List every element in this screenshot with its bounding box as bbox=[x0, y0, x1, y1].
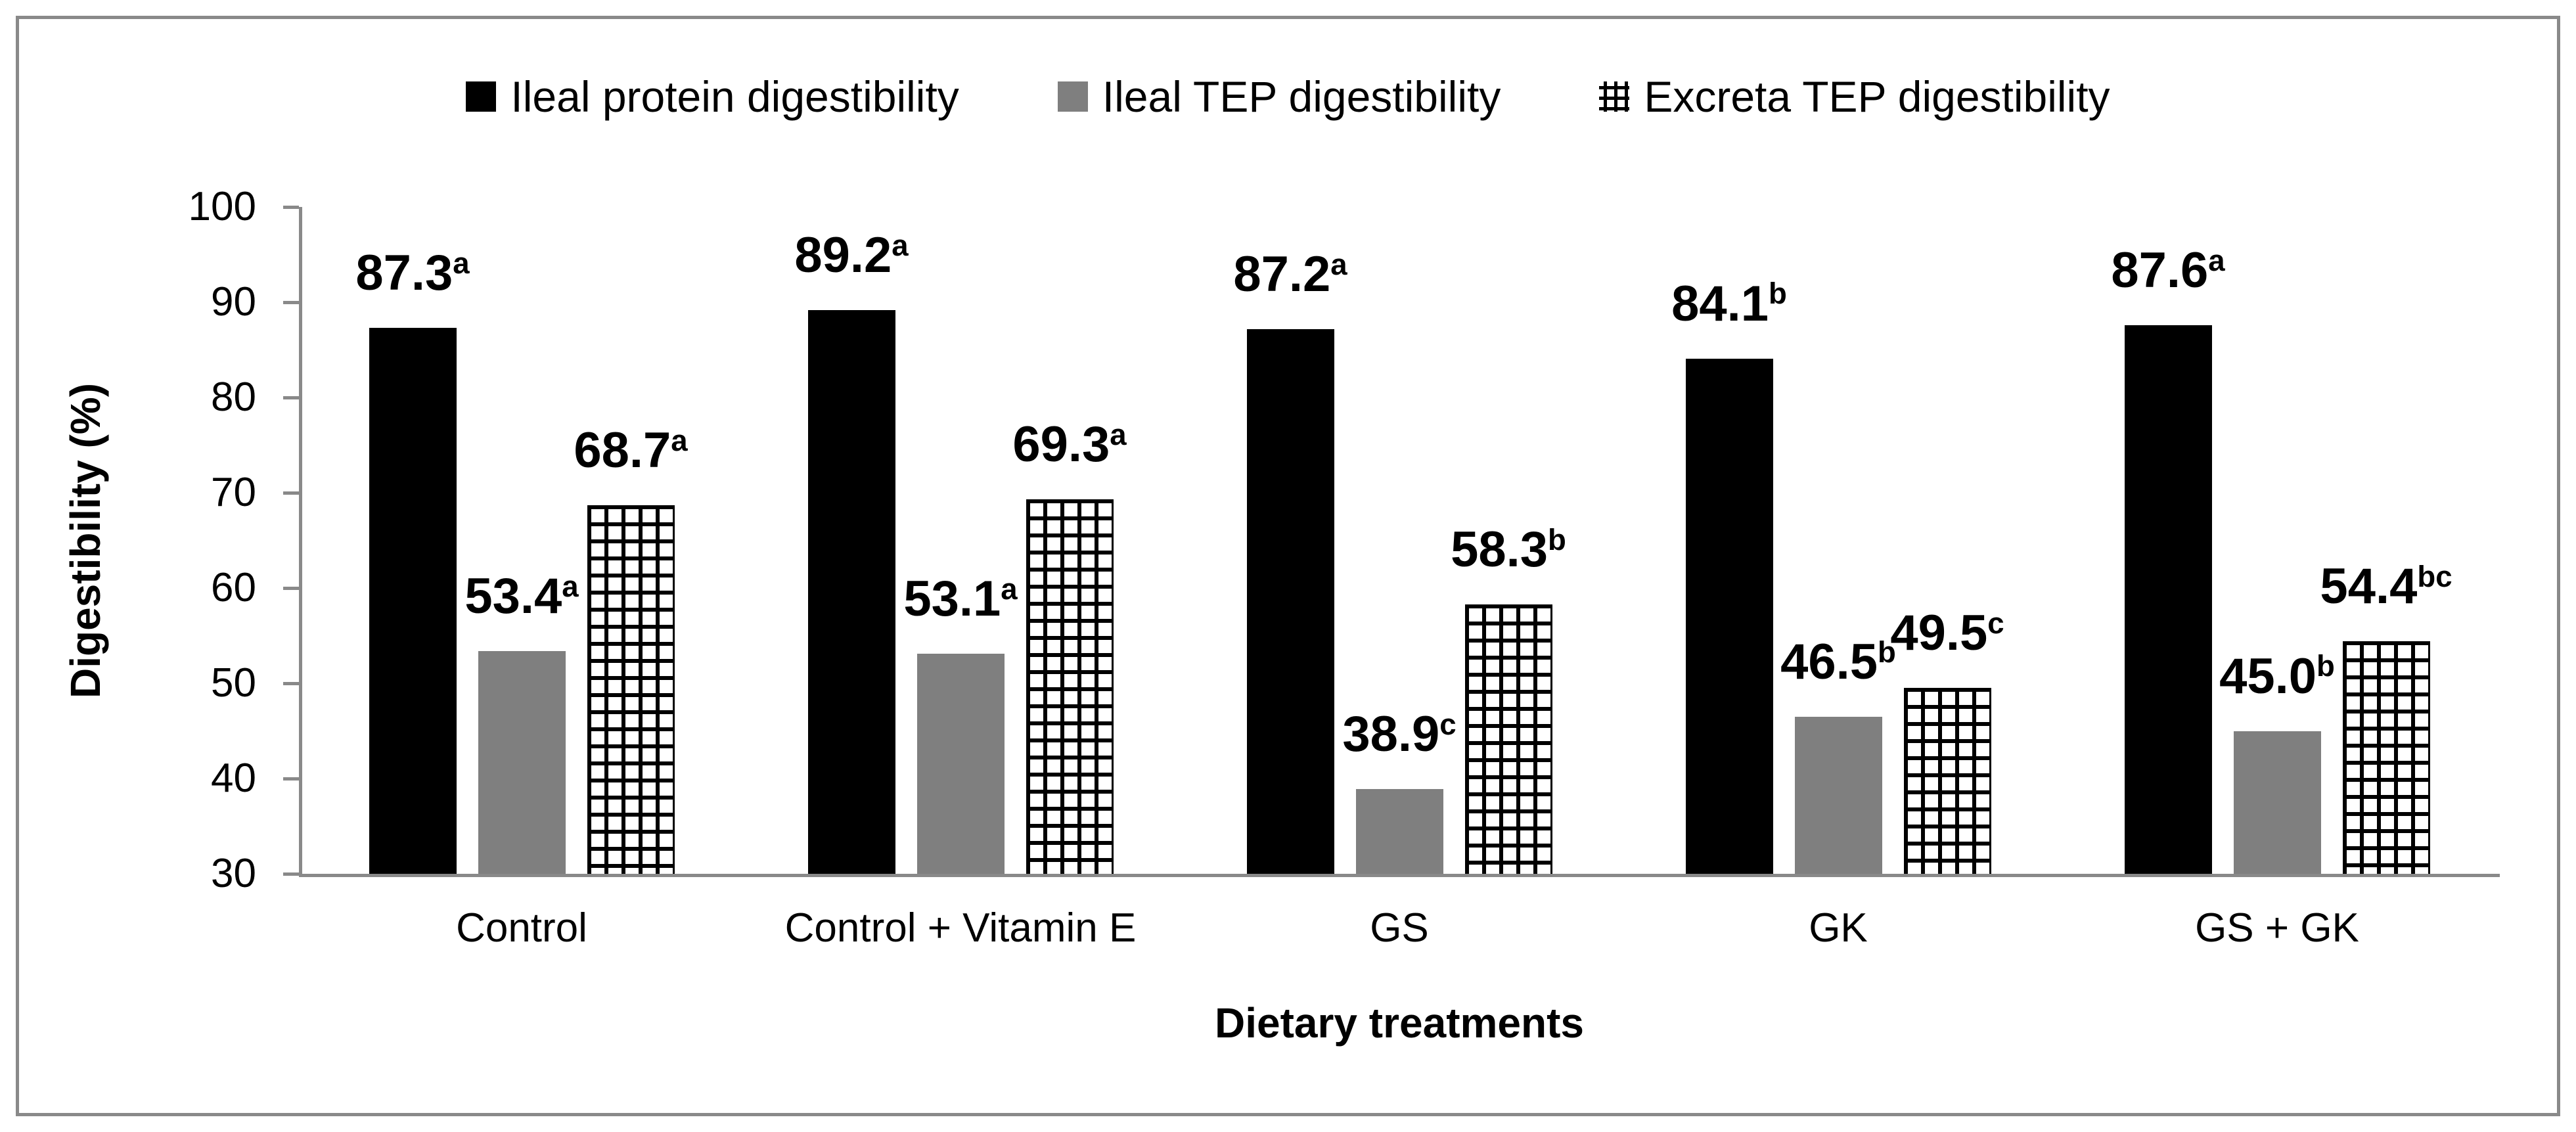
legend-item: Excreta TEP digestibility bbox=[1599, 75, 2110, 118]
significance-superscript: c bbox=[1987, 606, 2004, 641]
significance-superscript: a bbox=[2208, 243, 2225, 277]
bar-solid-black bbox=[1685, 358, 1773, 874]
bar-crosshatch bbox=[1903, 688, 1991, 874]
bar-value: 46.5 bbox=[1780, 633, 1878, 690]
y-tick-mark bbox=[283, 396, 299, 399]
bar-crosshatch bbox=[1026, 499, 1114, 874]
bar-value: 38.9 bbox=[1342, 706, 1440, 762]
bar-value: 54.4 bbox=[2320, 558, 2418, 615]
significance-superscript: b bbox=[1769, 277, 1787, 311]
y-tick-mark bbox=[283, 777, 299, 781]
bar-value: 89.2 bbox=[794, 227, 892, 283]
chart-figure: Ileal protein digestibility Ileal TEP dig… bbox=[16, 16, 2560, 1116]
significance-superscript: b bbox=[2316, 649, 2335, 683]
bar-value-label: 45.0b bbox=[2219, 649, 2335, 702]
x-category-label: Control + Vitamin E bbox=[784, 905, 1137, 951]
bar-value-label: 46.5b bbox=[1780, 637, 1896, 687]
significance-superscript: a bbox=[562, 569, 579, 603]
bar-value: 84.1 bbox=[1671, 275, 1769, 332]
bar-value-label: 69.3a bbox=[1012, 420, 1126, 470]
y-tick-mark bbox=[283, 300, 299, 304]
y-tick-mark bbox=[283, 681, 299, 685]
bar-value: 45.0 bbox=[2219, 648, 2317, 704]
x-category-label: GS bbox=[1370, 905, 1429, 951]
bar-value: 49.5 bbox=[1890, 605, 1988, 662]
legend-item: Ileal TEP digestibility bbox=[1057, 72, 1501, 121]
bar-crosshatch bbox=[1464, 604, 1552, 874]
black-filled-square-icon bbox=[466, 81, 497, 112]
crosshatch-square-icon bbox=[1599, 81, 1630, 112]
legend-label: Ileal TEP digestibility bbox=[1102, 72, 1501, 121]
y-axis-title: Digestibility (%) bbox=[62, 382, 109, 698]
x-category-label: Control bbox=[456, 905, 587, 951]
bar-value: 87.6 bbox=[2111, 242, 2209, 298]
y-tick-label: 40 bbox=[211, 756, 256, 801]
y-tick-mark bbox=[283, 205, 299, 209]
significance-superscript: a bbox=[671, 423, 688, 457]
plot-area: Digestibility (%) Dietary treatments 30 4… bbox=[62, 187, 2500, 1047]
bar-value-label: 87.3a bbox=[355, 248, 469, 298]
bar-value-label: 89.2a bbox=[794, 228, 909, 281]
y-tick-label: 80 bbox=[211, 374, 256, 420]
bar-solid-gray bbox=[1355, 788, 1443, 874]
bar-value-label: 53.1a bbox=[903, 574, 1017, 624]
bar-value: 68.7 bbox=[574, 422, 671, 478]
bar-value-label: 58.3b bbox=[1451, 521, 1566, 577]
y-tick-label: 90 bbox=[211, 279, 256, 325]
x-category-label: GK bbox=[1809, 905, 1868, 951]
bar-value-label: 84.1b bbox=[1671, 279, 1787, 329]
bar-solid-gray bbox=[2233, 731, 2321, 874]
significance-superscript: b bbox=[1878, 635, 1896, 669]
legend-item: Ileal protein digestibility bbox=[466, 75, 959, 118]
y-tick-mark bbox=[283, 586, 299, 590]
significance-superscript: bc bbox=[2417, 560, 2452, 594]
y-axis-line bbox=[299, 207, 302, 877]
chart-legend: Ileal protein digestibility Ileal TEP dig… bbox=[19, 75, 2557, 118]
significance-superscript: a bbox=[1330, 247, 1347, 281]
bar-value: 87.3 bbox=[355, 245, 453, 302]
bar-solid-black bbox=[807, 309, 895, 874]
bar-solid-gray bbox=[916, 654, 1005, 874]
legend-label: Ileal protein digestibility bbox=[510, 72, 959, 121]
x-category-label: GS + GK bbox=[2195, 905, 2359, 951]
bar-value-label: 68.7a bbox=[574, 423, 688, 476]
bar-value-label: 38.9c bbox=[1342, 707, 1457, 759]
bar-solid-black bbox=[2124, 325, 2212, 874]
bar-value: 69.3 bbox=[1012, 417, 1110, 473]
bar-solid-black bbox=[369, 328, 457, 874]
y-tick-label: 50 bbox=[211, 660, 256, 706]
bar-value-label: 49.5c bbox=[1890, 608, 2004, 658]
bar-value-label: 53.4a bbox=[464, 569, 579, 622]
bar-value: 53.4 bbox=[464, 568, 562, 624]
gray-filled-square-icon bbox=[1057, 81, 1088, 112]
significance-superscript: c bbox=[1439, 707, 1457, 741]
x-axis-title: Dietary treatments bbox=[1215, 999, 1584, 1047]
legend-label: Excreta TEP digestibility bbox=[1644, 72, 2110, 121]
y-tick-label: 60 bbox=[211, 565, 256, 610]
bar-solid-gray bbox=[478, 650, 566, 874]
bar-crosshatch bbox=[2342, 641, 2430, 874]
x-axis-line bbox=[299, 874, 2500, 877]
bar-value: 87.2 bbox=[1233, 246, 1331, 302]
significance-superscript: a bbox=[1001, 572, 1018, 606]
bar-solid-black bbox=[1246, 328, 1334, 874]
significance-superscript: a bbox=[453, 246, 470, 281]
bar-value: 58.3 bbox=[1451, 521, 1548, 577]
y-tick-label: 70 bbox=[211, 470, 256, 515]
significance-superscript: a bbox=[1110, 418, 1127, 452]
significance-superscript: a bbox=[892, 228, 909, 262]
bar-solid-gray bbox=[1794, 716, 1882, 874]
y-tick-mark bbox=[283, 491, 299, 495]
bar-crosshatch bbox=[587, 505, 675, 874]
y-tick-label: 30 bbox=[211, 851, 256, 896]
bar-value: 53.1 bbox=[903, 571, 1001, 627]
bar-value-label: 54.4bc bbox=[2320, 562, 2452, 612]
y-tick-mark bbox=[283, 872, 299, 876]
significance-superscript: b bbox=[1548, 522, 1566, 556]
bar-value-label: 87.6a bbox=[2111, 243, 2225, 296]
bar-value-label: 87.2a bbox=[1233, 247, 1347, 300]
y-tick-label: 100 bbox=[188, 184, 256, 229]
